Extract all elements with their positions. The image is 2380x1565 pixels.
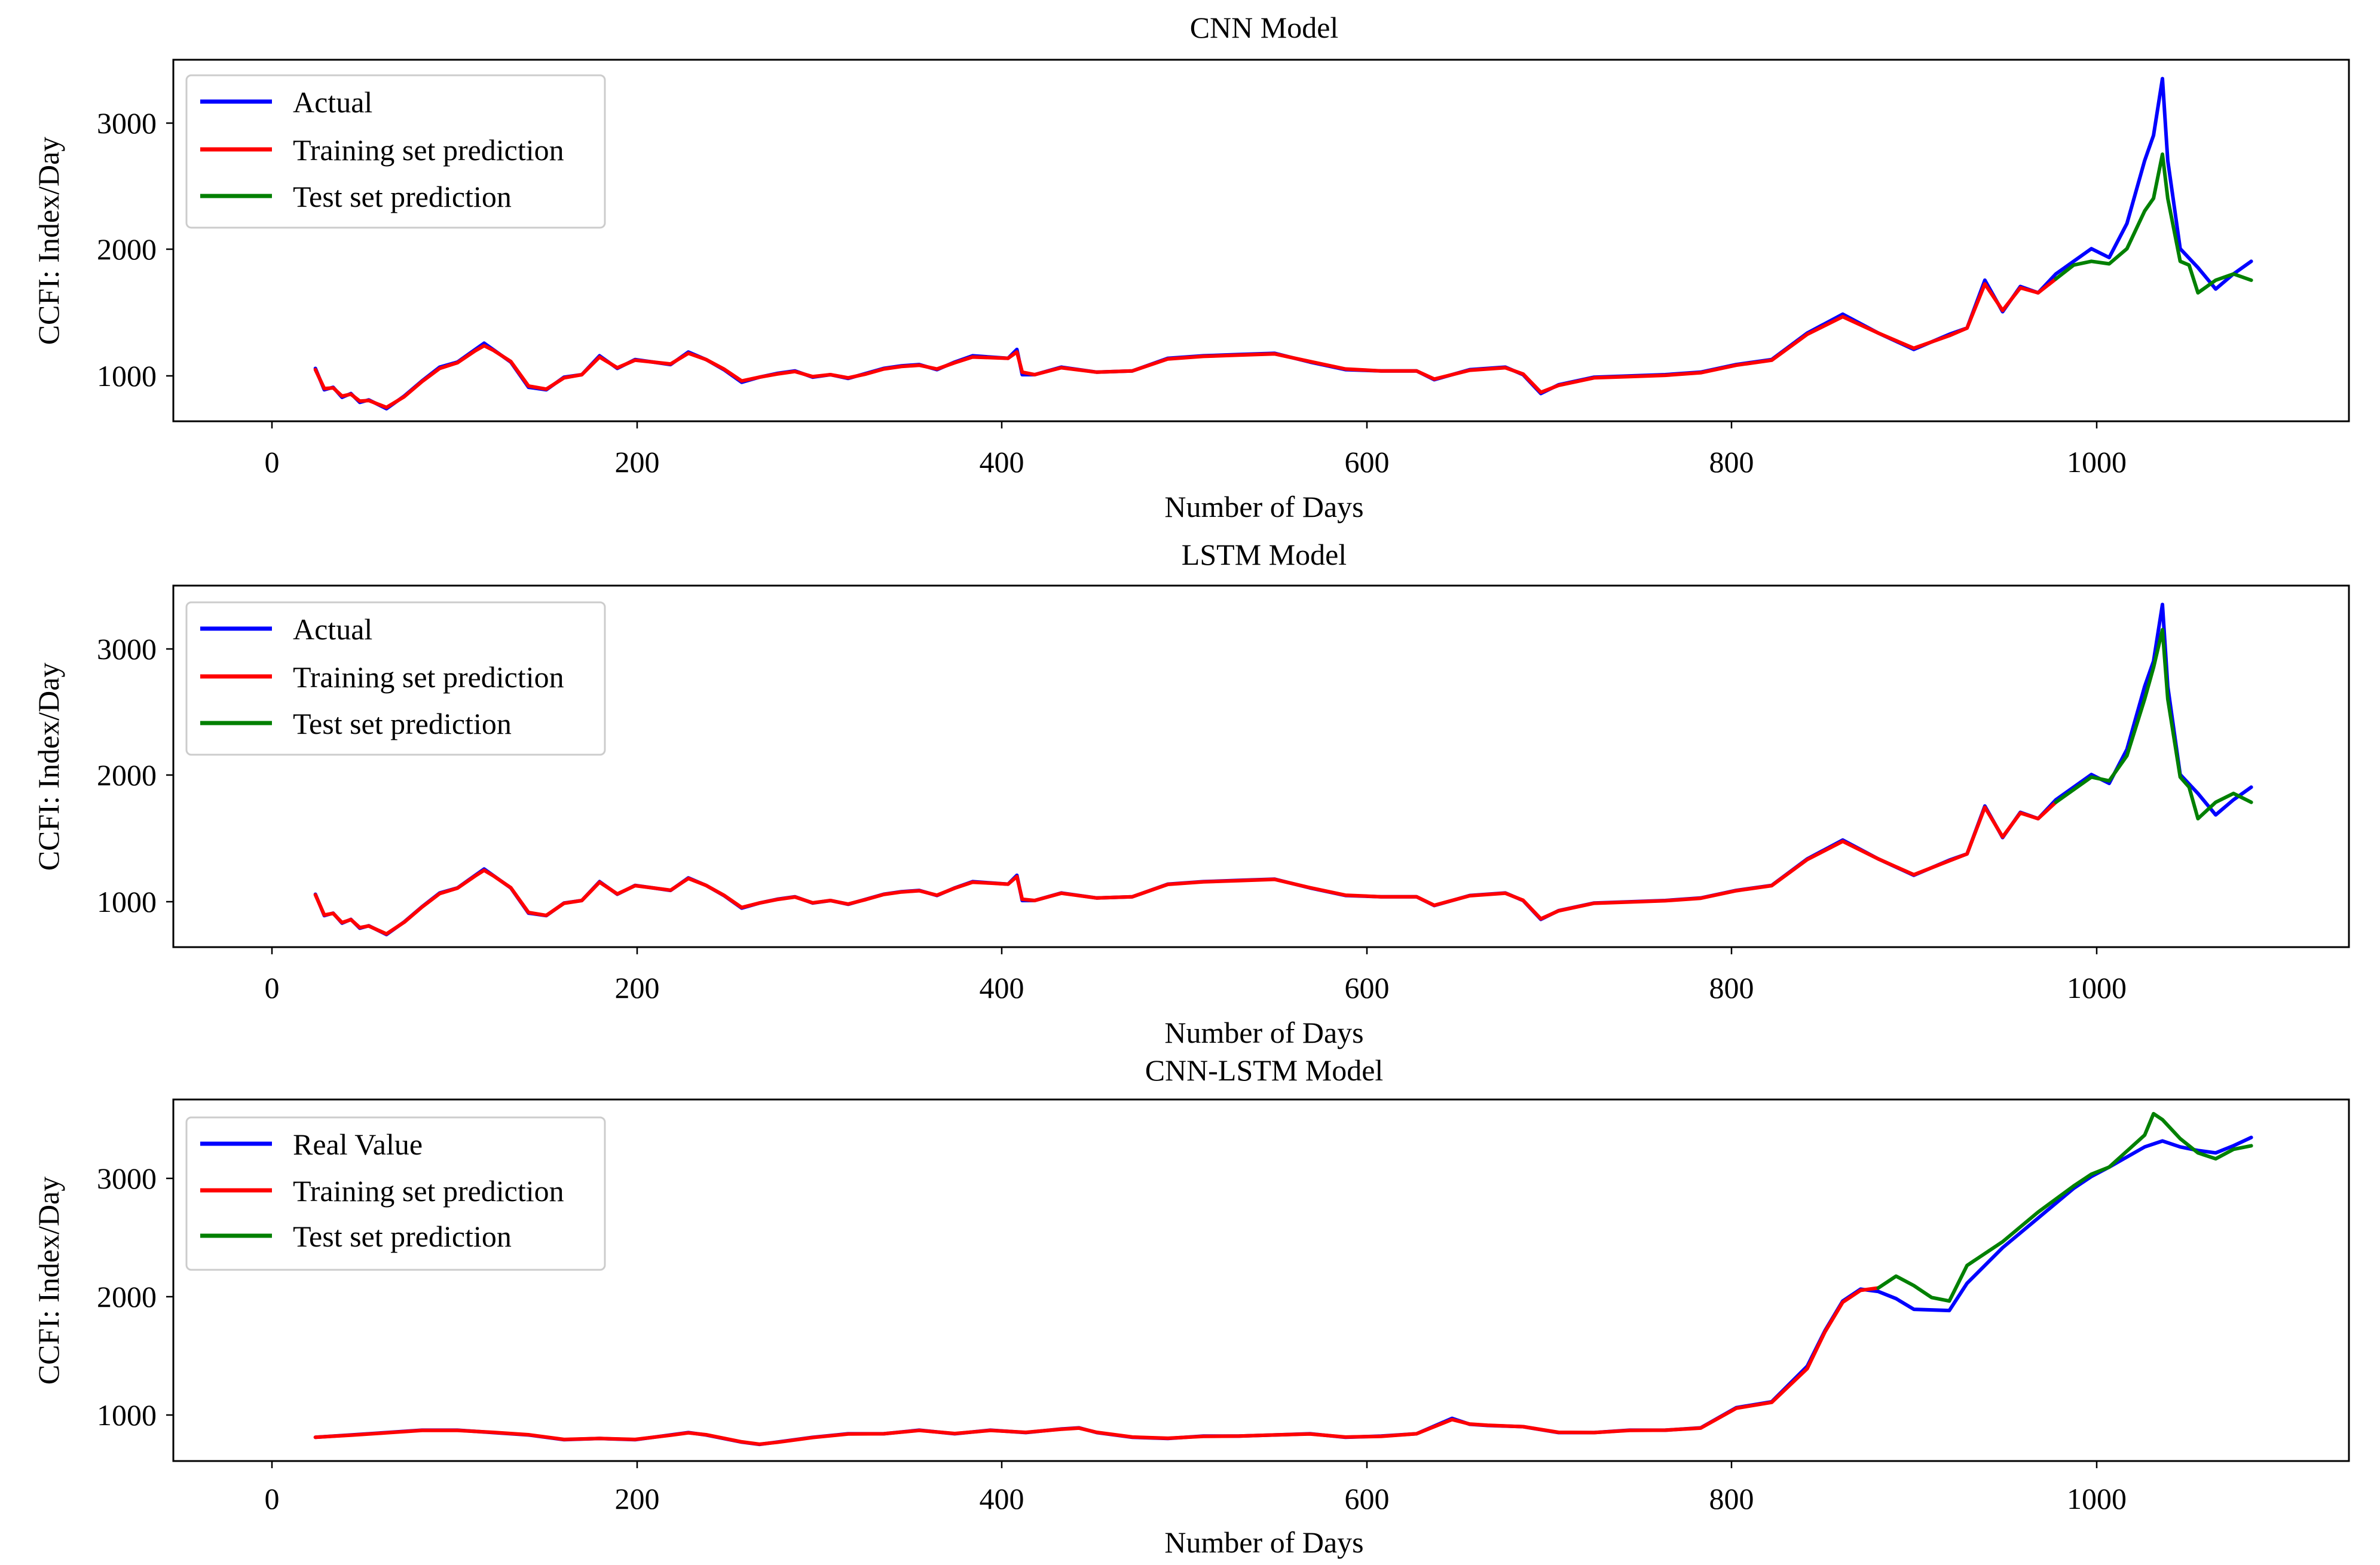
chart-panel-cnn-lstm: CNN-LSTM Model 0 200 400 600 800 1000 Nu… <box>32 1053 2350 1559</box>
series-line-real-value <box>313 1135 2253 1447</box>
x-tick-label: 1000 <box>2067 445 2127 479</box>
legend-label: Test set prediction <box>293 707 512 740</box>
chart-panel-lstm: LSTM Model 0 200 400 600 800 1000 Number… <box>32 538 2350 1049</box>
x-tick-label: 0 <box>265 1482 280 1515</box>
x-axis-label: Number of Days <box>1164 1016 1363 1049</box>
legend-label: Actual <box>293 85 372 119</box>
legend-label: Real Value <box>293 1128 423 1161</box>
y-tick-label: 3000 <box>97 632 157 666</box>
x-tick-label: 200 <box>615 445 660 479</box>
chart-title: CNN-LSTM Model <box>1145 1053 1384 1087</box>
y-axis-label: CCFI: Index/Day <box>32 663 65 871</box>
x-axis: 0 200 400 600 800 1000 Number of Days <box>265 1461 2127 1559</box>
x-tick-label: 400 <box>980 445 1024 479</box>
legend-label: Training set prediction <box>293 660 564 694</box>
series-line-training-set-prediction <box>313 277 2058 409</box>
legend-label: Test set prediction <box>293 180 512 213</box>
legend-label: Test set prediction <box>293 1220 512 1253</box>
x-tick-label: 200 <box>615 1482 660 1515</box>
series-line-training-set-prediction <box>313 1286 1880 1446</box>
series-line-training-set-prediction <box>313 800 2058 936</box>
y-tick-label: 2000 <box>97 1280 157 1313</box>
y-tick-label: 2000 <box>97 758 157 792</box>
series-line-test-set-prediction <box>1876 1111 2253 1303</box>
x-tick-label: 200 <box>615 971 660 1004</box>
legend: Actual Training set prediction Test set … <box>185 601 606 756</box>
x-tick-label: 0 <box>265 971 280 1004</box>
chart-title: LSTM Model <box>1182 538 1347 571</box>
x-tick-label: 800 <box>1709 971 1754 1004</box>
x-tick-label: 1000 <box>2067 971 2127 1004</box>
x-tick-label: 400 <box>980 1482 1024 1515</box>
legend-box <box>185 1116 606 1271</box>
series-line-test-set-prediction <box>2054 627 2253 820</box>
legend: Real Value Training set prediction Test … <box>185 1116 606 1271</box>
plot-area <box>313 76 2253 411</box>
plot-frame <box>172 59 2350 422</box>
legend-box <box>185 74 606 229</box>
x-axis: 0 200 400 600 800 1000 Number of Days <box>265 947 2127 1049</box>
y-axis-label: CCFI: Index/Day <box>32 1177 65 1385</box>
y-tick-label: 3000 <box>97 106 157 140</box>
x-tick-label: 600 <box>1345 971 1390 1004</box>
x-axis: 0 200 400 600 800 1000 Number of Days <box>265 421 2127 523</box>
y-tick-label: 1000 <box>97 359 157 393</box>
legend: Actual Training set prediction Test set … <box>185 74 606 229</box>
x-tick-label: 600 <box>1345 1482 1390 1515</box>
x-tick-label: 400 <box>980 971 1024 1004</box>
y-axis: 1000 2000 3000 CCFI: Index/Day <box>32 1162 173 1432</box>
y-axis-label: CCFI: Index/Day <box>32 137 65 345</box>
x-tick-label: 0 <box>265 445 280 479</box>
chart-panel-cnn: CNN Model 0 200 400 600 800 1000 Number … <box>32 11 2350 523</box>
x-tick-label: 1000 <box>2067 1482 2127 1515</box>
plot-area <box>313 1111 2253 1447</box>
x-tick-label: 800 <box>1709 1482 1754 1515</box>
legend-label: Actual <box>293 612 372 646</box>
y-tick-label: 1000 <box>97 1398 157 1432</box>
x-tick-label: 800 <box>1709 445 1754 479</box>
plot-area <box>313 602 2253 936</box>
y-tick-label: 1000 <box>97 885 157 918</box>
chart-title: CNN Model <box>1190 11 1339 44</box>
x-axis-label: Number of Days <box>1164 490 1363 523</box>
legend-box <box>185 601 606 756</box>
y-tick-label: 2000 <box>97 232 157 266</box>
y-axis: 1000 2000 3000 CCFI: Index/Day <box>32 106 173 393</box>
y-axis: 1000 2000 3000 CCFI: Index/Day <box>32 632 173 918</box>
x-tick-label: 600 <box>1345 445 1390 479</box>
legend-label: Training set prediction <box>293 133 564 167</box>
plot-frame <box>172 584 2350 948</box>
legend-label: Training set prediction <box>293 1174 564 1208</box>
plot-frame <box>172 1098 2350 1462</box>
y-tick-label: 3000 <box>97 1162 157 1195</box>
x-axis-label: Number of Days <box>1164 1526 1363 1559</box>
series-line-test-set-prediction <box>2054 152 2253 295</box>
